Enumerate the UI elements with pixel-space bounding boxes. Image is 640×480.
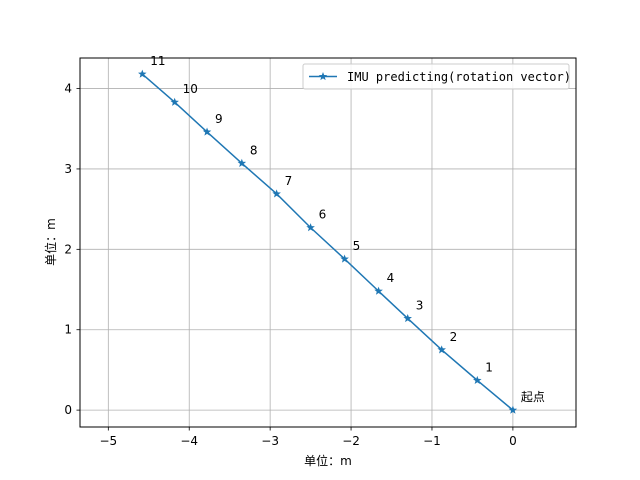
data-point — [508, 405, 518, 414]
y-tick-label: 2 — [64, 242, 72, 256]
point-annotation: 7 — [285, 174, 293, 188]
y-tick-label: 1 — [64, 323, 72, 337]
point-annotation: 11 — [150, 54, 165, 68]
point-annotation: 8 — [250, 143, 258, 157]
plot-frame — [79, 57, 577, 428]
data-point — [272, 189, 281, 198]
point-annotation: 6 — [319, 208, 327, 222]
data-point — [306, 223, 315, 232]
data-point — [437, 345, 446, 354]
data-point — [170, 97, 179, 106]
legend-label: IMU predicting(rotation vector) — [347, 70, 571, 84]
legend-marker-star — [318, 72, 328, 81]
point-annotation: 1 — [485, 360, 493, 374]
y-tick-label: 0 — [64, 403, 72, 417]
series — [138, 69, 518, 414]
data-point — [403, 313, 412, 323]
data-point — [202, 127, 212, 136]
data-point — [138, 69, 147, 78]
grid — [80, 58, 576, 427]
x-axis-label: 单位：m — [304, 453, 352, 468]
annotations: 起点 1 2 3 4 5 6 7 8 9 10 11 — [150, 54, 545, 404]
series-line — [141, 73, 514, 411]
point-annotation: 3 — [416, 298, 424, 312]
data-point — [340, 254, 349, 263]
point-annotation: 10 — [183, 82, 198, 96]
data-point — [374, 286, 383, 295]
x-tick-label: −3 — [261, 434, 279, 448]
legend: IMU predicting(rotation vector) — [302, 63, 571, 90]
point-annotation: 4 — [387, 271, 395, 285]
legend-box — [302, 63, 570, 90]
x-tick-label: 0 — [509, 434, 517, 448]
data-point — [237, 158, 247, 167]
y-tick-label: 3 — [64, 162, 72, 176]
point-annotation: 2 — [450, 330, 458, 344]
x-tick-label: −2 — [342, 434, 360, 448]
x-tick-label: −5 — [99, 434, 117, 448]
point-annotation: 5 — [353, 239, 361, 253]
ticks: −5 −4 −3 −2 −1 0 0 1 2 3 4 — [64, 82, 516, 448]
y-axis-label: 单位：m — [43, 218, 58, 266]
y-tick-label: 4 — [64, 82, 72, 96]
point-annotation: 起点 — [521, 390, 545, 404]
x-tick-label: −1 — [423, 434, 441, 448]
x-tick-label: −4 — [180, 434, 198, 448]
point-annotation: 9 — [215, 112, 223, 126]
data-point — [473, 375, 482, 385]
